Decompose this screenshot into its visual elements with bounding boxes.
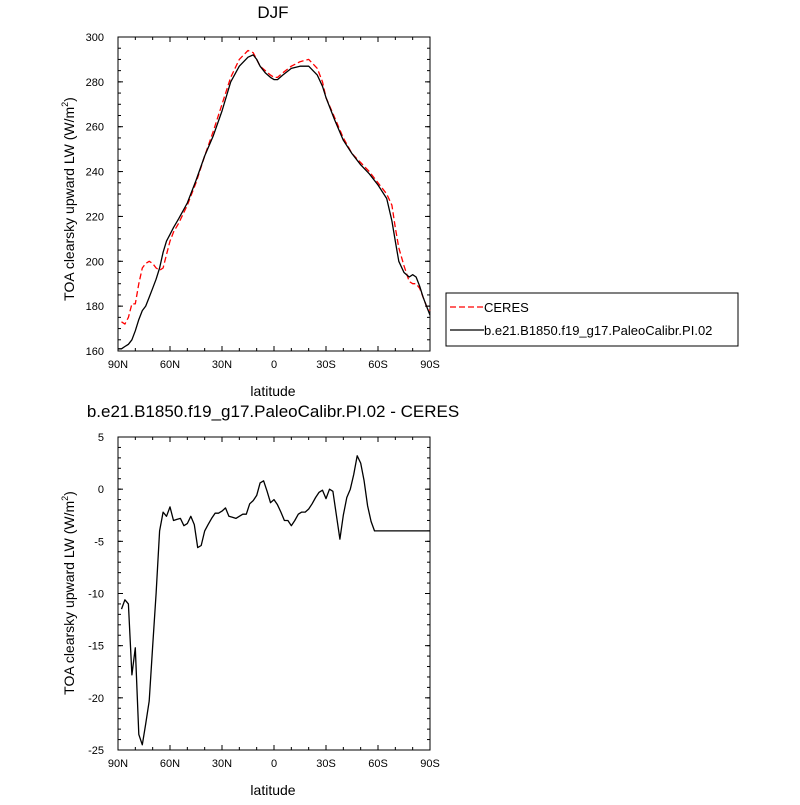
top-ylabel-sup: 2 — [60, 102, 70, 107]
bottom-ytick-label: 5 — [98, 432, 104, 444]
bottom-ytick-label: -15 — [88, 641, 104, 653]
top-xtick-label: 30S — [316, 359, 336, 371]
bottom-xtick-label: 60N — [160, 758, 180, 770]
bottom-ylabel-sup: 2 — [60, 496, 70, 501]
top-ytick-label: 160 — [86, 346, 104, 358]
top-xtick-label: 60N — [160, 359, 180, 371]
difference-series-line — [120, 455, 430, 746]
top-ytick-label: 180 — [86, 301, 104, 313]
bottom-ytick-label: -25 — [88, 745, 104, 757]
bottom-ylabel-main: TOA clearsky upward LW (W/m — [61, 501, 77, 695]
top-panel-xlabel: latitude — [250, 383, 295, 399]
bottom-xtick-label: 60S — [368, 758, 388, 770]
chart-marks: 90N 60N 30N 0 30S 60S 90S 160 180 200 220 240 260 280… — [86, 32, 440, 770]
bottom-panel-ylabel: TOA clearsky upward LW (W/m2) — [60, 491, 77, 695]
model-series-line — [118, 54, 431, 350]
top-panel-ylabel: TOA clearsky upward LW (W/m2) — [60, 97, 77, 301]
top-ylabel-end: ) — [61, 97, 77, 102]
top-xtick-label: 0 — [271, 359, 277, 371]
bottom-ytick-label: 0 — [98, 484, 104, 496]
bottom-ytick-label: -5 — [94, 536, 104, 548]
legend-box — [445, 292, 739, 347]
ceres-series-line — [121, 49, 431, 325]
bottom-ytick-label: -20 — [88, 693, 104, 705]
bottom-ylabel-end: ) — [61, 491, 77, 496]
top-ytick-label: 280 — [86, 77, 104, 89]
top-xtick-label: 90N — [108, 359, 128, 371]
top-xtick-label: 60S — [368, 359, 388, 371]
top-xtick-label: 30N — [212, 359, 232, 371]
top-ytick-label: 240 — [86, 167, 104, 179]
legend: CERES b.e21.B1850.f19_g17.PaleoCalibr.PI… — [445, 292, 739, 347]
bottom-xtick-label: 30S — [316, 758, 336, 770]
top-xtick-label: 90S — [420, 359, 440, 371]
bottom-panel-xlabel: latitude — [250, 782, 295, 798]
bottom-xtick-label: 0 — [271, 758, 277, 770]
bottom-plot-frame — [117, 436, 431, 751]
top-panel-title: DJF — [257, 3, 288, 22]
top-ylabel-main: TOA clearsky upward LW (W/m — [61, 107, 77, 301]
bottom-ytick-label: -10 — [88, 589, 104, 601]
bottom-xtick-label: 90N — [108, 758, 128, 770]
top-ytick-label: 260 — [86, 122, 104, 134]
top-ytick-label: 220 — [86, 211, 104, 223]
legend-label-model: b.e21.B1850.f19_g17.PaleoCalibr.PI.02 — [484, 323, 712, 338]
legend-label-ceres: CERES — [484, 300, 529, 315]
bottom-panel-title: b.e21.B1850.f19_g17.PaleoCalibr.PI.02 - … — [87, 402, 459, 421]
bottom-xtick-label: 90S — [420, 758, 440, 770]
bottom-xtick-label: 30N — [212, 758, 232, 770]
top-ytick-label: 200 — [86, 256, 104, 268]
top-ytick-label: 300 — [86, 32, 104, 44]
